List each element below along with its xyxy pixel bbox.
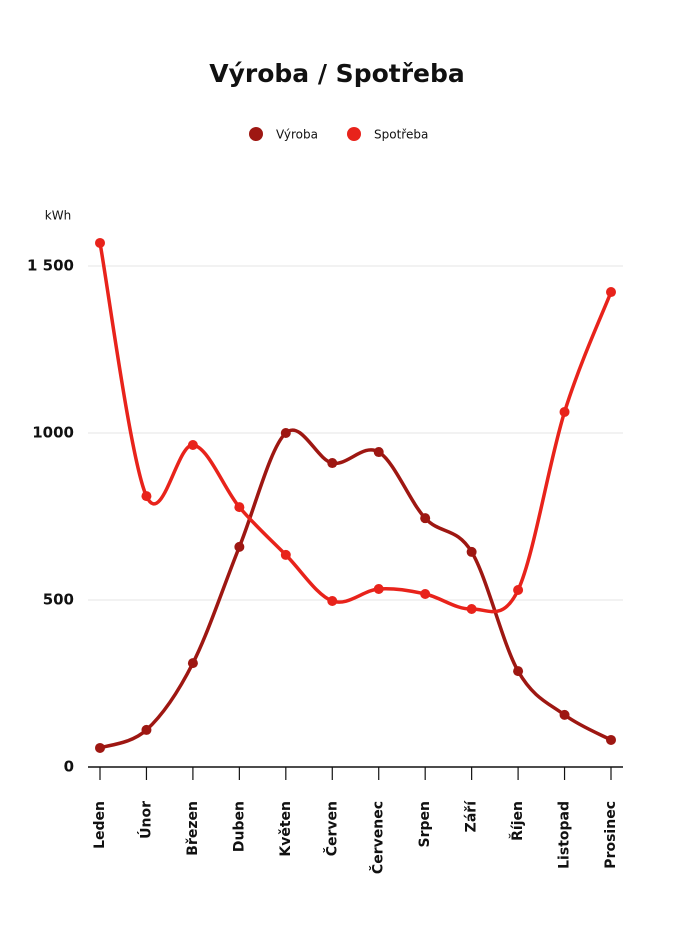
y-tick-label: 500 xyxy=(43,591,74,609)
data-point xyxy=(280,428,291,438)
data-point xyxy=(559,406,570,417)
legend-label: Spotřeba xyxy=(374,128,428,142)
data-point xyxy=(187,658,198,669)
data-point xyxy=(606,287,616,298)
chart-title: Výroba / Spotřeba xyxy=(209,59,465,88)
data-point xyxy=(466,546,477,557)
x-tick-label: Březen xyxy=(185,801,201,856)
x-tick-label: Srpen xyxy=(417,801,433,847)
data-point xyxy=(373,447,384,458)
y-tick-label: 0 xyxy=(64,758,74,776)
x-tick-label: Leden xyxy=(92,801,108,849)
x-tick-label: Říjen xyxy=(509,801,526,841)
legend-marker xyxy=(249,127,263,141)
y-tick-label: 1 500 xyxy=(27,257,74,275)
legend-marker xyxy=(347,127,361,141)
x-tick-label: Květen xyxy=(278,801,294,857)
data-point xyxy=(95,742,105,753)
data-point xyxy=(327,596,338,607)
x-tick-label: Listopad xyxy=(557,801,573,869)
data-point xyxy=(420,588,431,599)
x-tick-label: Září xyxy=(464,800,480,833)
data-point xyxy=(513,666,524,677)
data-point xyxy=(234,541,245,552)
legend-label: Výroba xyxy=(276,128,318,142)
x-tick-label: Červenec xyxy=(369,801,387,874)
data-point xyxy=(141,491,152,502)
data-point xyxy=(187,440,198,451)
y-axis-unit: kWh xyxy=(45,209,71,223)
data-point xyxy=(234,502,245,513)
series-line xyxy=(98,242,613,614)
series-line xyxy=(99,428,612,750)
data-point xyxy=(606,734,616,745)
data-point xyxy=(280,549,291,560)
data-point xyxy=(327,458,338,469)
x-tick-label: Prosinec xyxy=(603,801,619,869)
x-tick-label: Duben xyxy=(231,801,247,852)
x-tick-label: Únor xyxy=(136,801,154,839)
data-point xyxy=(466,604,477,615)
data-point xyxy=(513,584,524,595)
y-tick-label: 1000 xyxy=(32,424,74,442)
data-point xyxy=(559,709,570,720)
x-tick-label: Červen xyxy=(322,801,340,856)
data-point xyxy=(141,724,152,735)
data-point xyxy=(95,237,105,248)
data-point xyxy=(420,513,431,524)
data-point xyxy=(373,583,384,594)
